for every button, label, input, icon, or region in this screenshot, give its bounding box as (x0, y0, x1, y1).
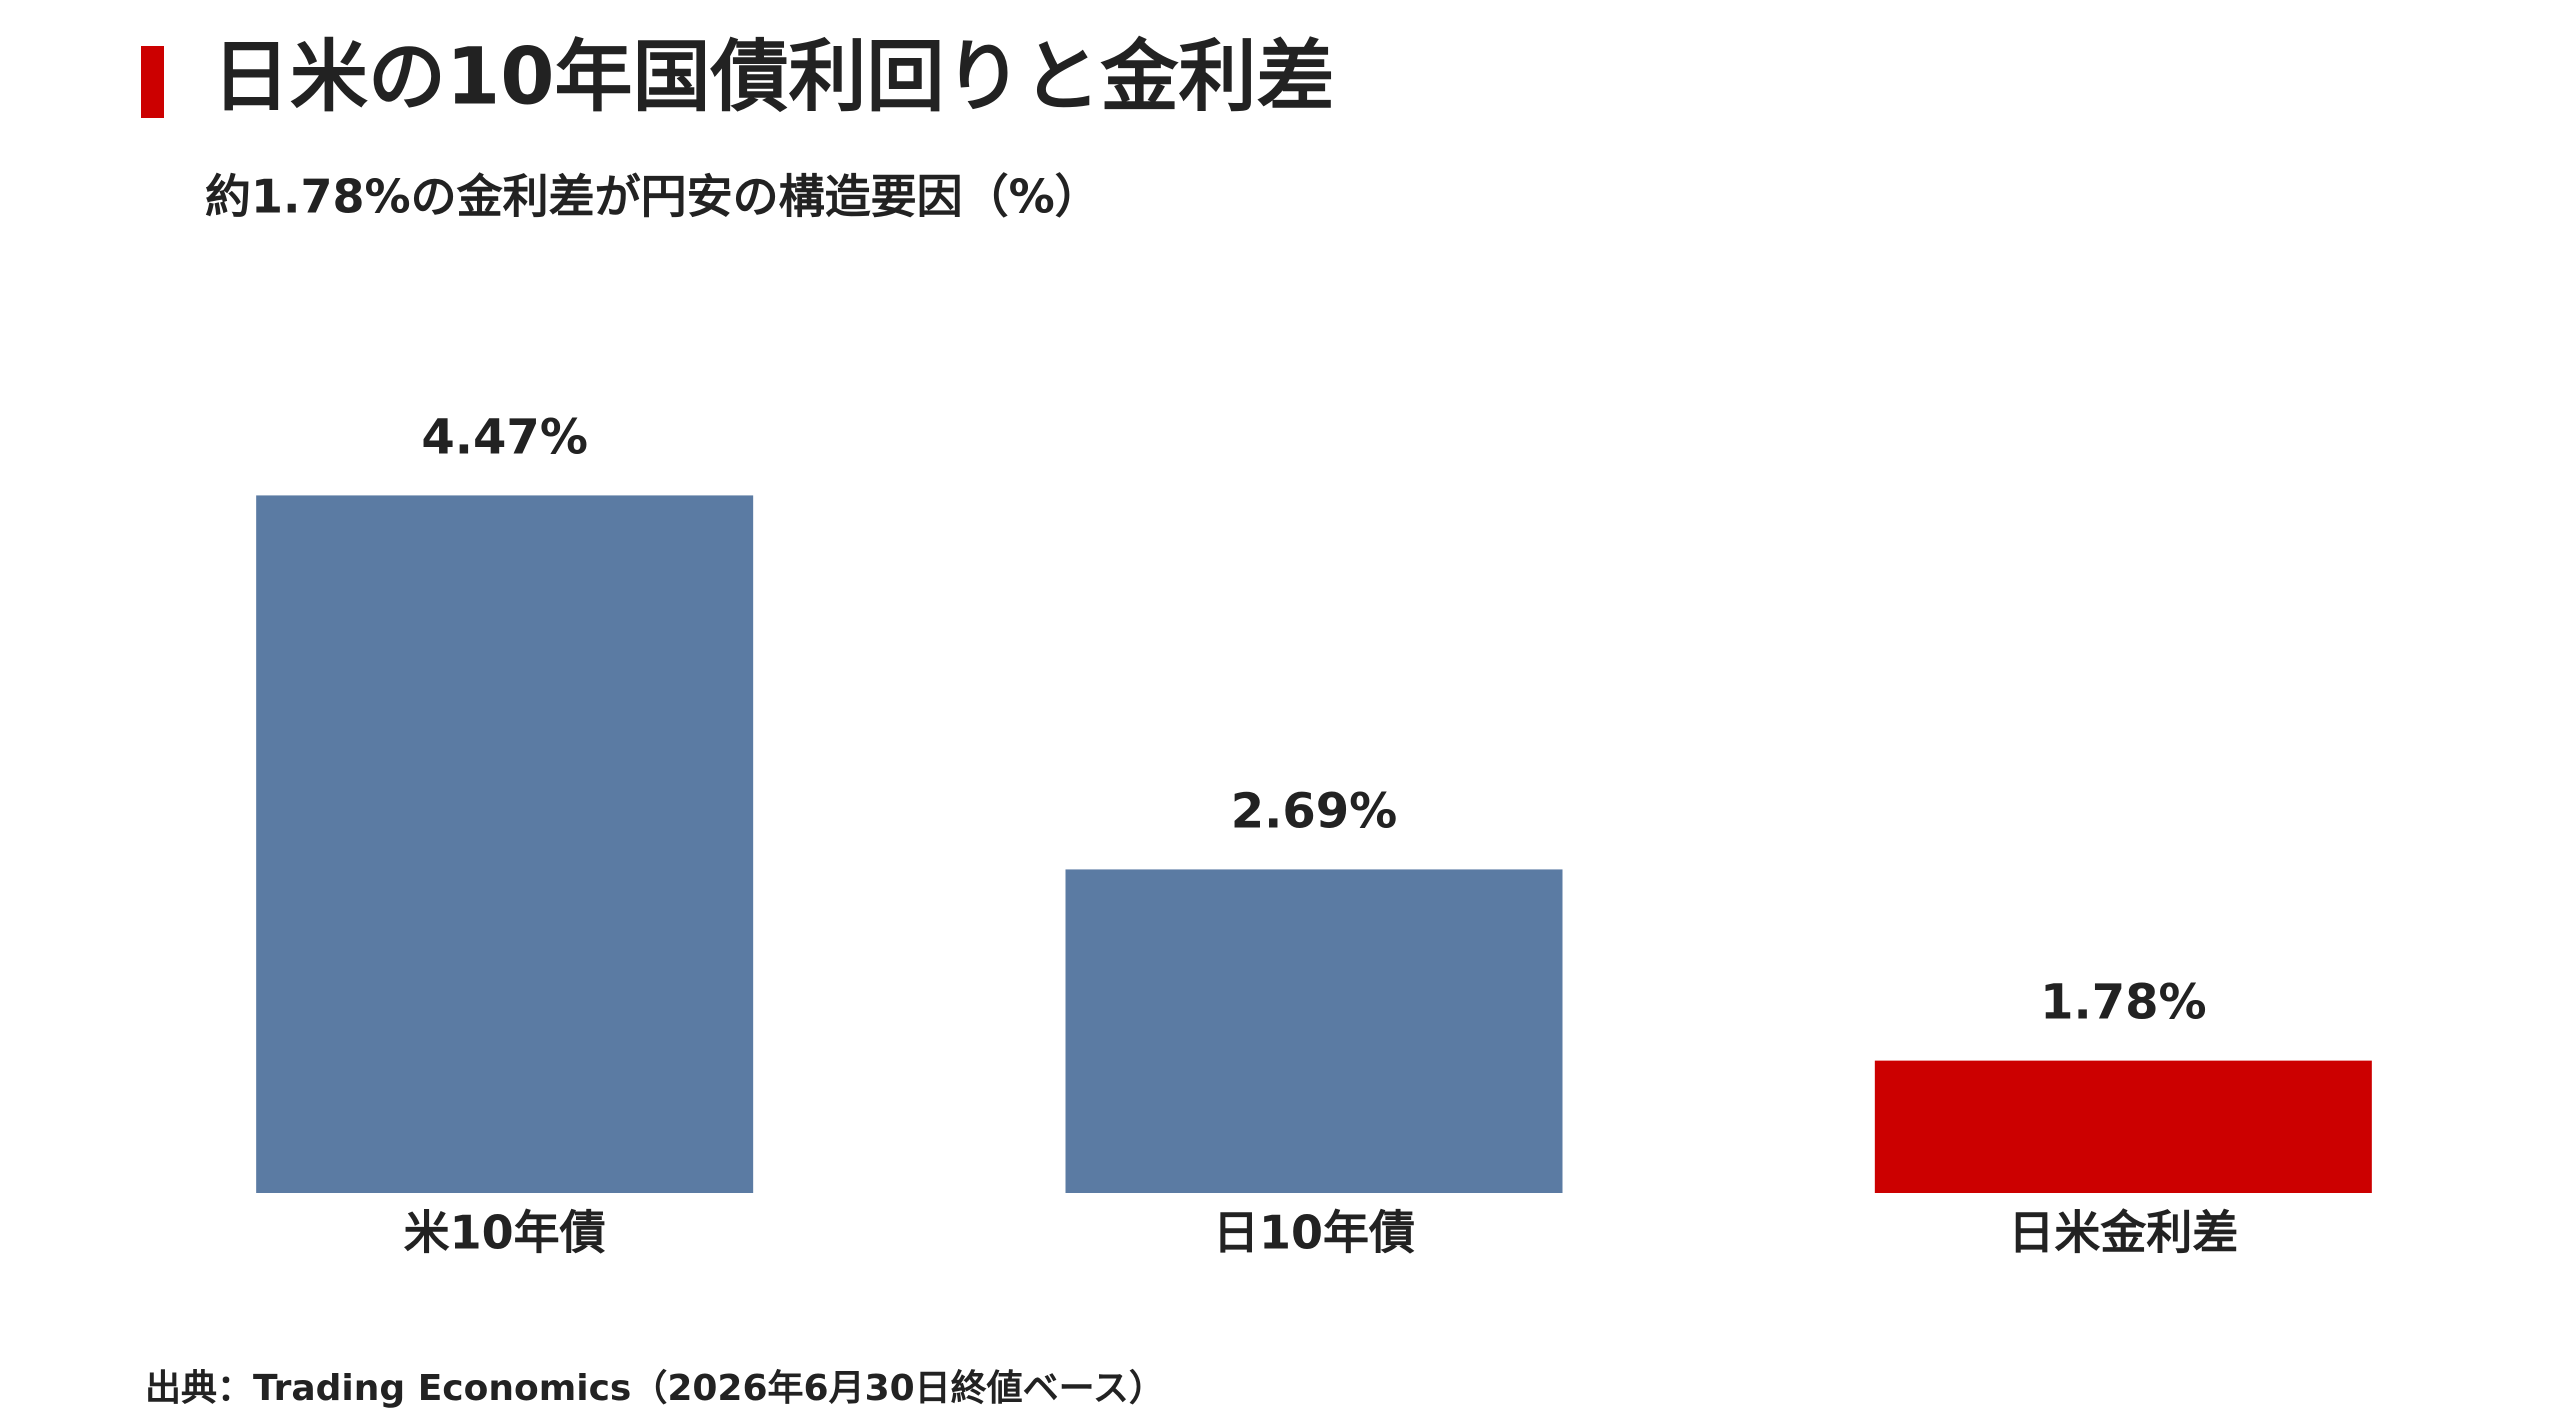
bar (1874, 1060, 2372, 1193)
x-tick-label: 米10年債 (404, 1206, 606, 1260)
value-label: 1.78% (2040, 975, 2207, 1031)
value-label: 2.69% (1231, 783, 1398, 839)
bar (256, 495, 754, 1193)
source-note: 出典：Trading Economics（2026年6月30日終値ベース） (145, 1368, 1165, 1409)
chart-title: 日米の10年国債利回りと金利差 (212, 32, 1335, 122)
x-tick-label: 日米金利差 (2008, 1206, 2238, 1260)
value-label: 4.47% (421, 409, 588, 465)
bar (1065, 869, 1563, 1193)
x-tick-label: 日10年債 (1213, 1206, 1415, 1260)
chart-subtitle: 約1.78%の金利差が円安の構造要因（%） (205, 170, 1101, 224)
title-accent (141, 46, 164, 118)
